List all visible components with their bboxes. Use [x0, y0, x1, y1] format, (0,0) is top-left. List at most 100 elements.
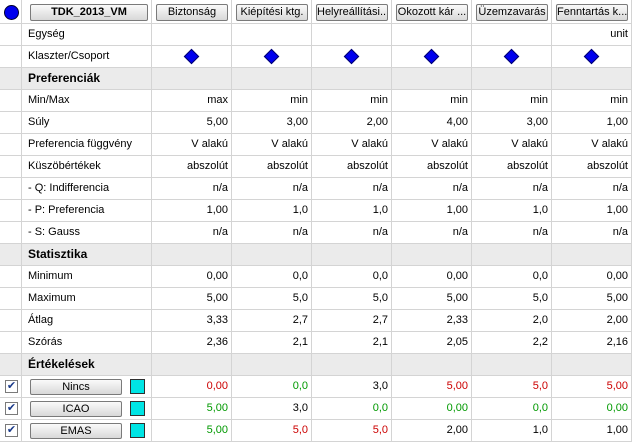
row-cell — [232, 332, 312, 354]
value-cell: n/a — [612, 226, 628, 238]
dataset-button[interactable]: TDK_2013_VM — [30, 4, 148, 21]
section-cell — [0, 68, 22, 90]
value-cell: 2,05 — [446, 336, 468, 348]
header-cell — [22, 0, 152, 24]
value-cell: abszolút — [507, 160, 548, 172]
checkbox[interactable]: ✔ — [5, 380, 18, 393]
row-cell — [232, 266, 312, 288]
section-cell — [232, 68, 312, 90]
row-cell — [392, 134, 472, 156]
row-cell — [472, 310, 552, 332]
row-label: - Q: Indifferencia — [28, 182, 110, 194]
row-cell — [22, 222, 152, 244]
row-cell — [472, 332, 552, 354]
row-cell — [392, 288, 472, 310]
row-cell — [152, 90, 232, 112]
criterion-button[interactable]: Fenntartás k... — [556, 4, 628, 21]
value-cell: 5,00 — [446, 292, 468, 304]
value-cell: 0,0 — [292, 270, 308, 282]
row-cell — [22, 46, 152, 68]
value-cell: n/a — [612, 182, 628, 194]
criterion-button[interactable]: Okozott kár ... — [396, 4, 468, 21]
row-cell — [22, 90, 152, 112]
value-cell: V alakú — [511, 138, 548, 150]
value-cell: 0,0 — [372, 402, 388, 414]
value-cell: 5,00 — [206, 292, 228, 304]
action-button[interactable]: EMAS — [30, 423, 122, 439]
row-cell — [312, 178, 392, 200]
value-cell: 2,7 — [372, 314, 388, 326]
row-cell — [472, 222, 552, 244]
row-cell — [232, 178, 312, 200]
criterion-button[interactable]: Helyreállítási... — [316, 4, 388, 21]
row-cell — [22, 266, 152, 288]
row-cell — [152, 46, 232, 68]
value-cell: n/a — [452, 226, 468, 238]
header-cell — [232, 0, 312, 24]
action-color — [130, 401, 145, 416]
row-cell — [22, 178, 152, 200]
criterion-button[interactable]: Biztonság — [156, 4, 228, 21]
value-cell: V alakú — [591, 138, 628, 150]
value-cell: 0,00 — [606, 402, 628, 414]
checkbox[interactable]: ✔ — [5, 402, 18, 415]
criterion-button[interactable]: Kiépítési ktg. — [236, 4, 308, 21]
row-cell — [312, 112, 392, 134]
value-cell: 2,36 — [206, 336, 228, 348]
row-cell — [232, 112, 312, 134]
criterion-button[interactable]: Üzemzavarás — [476, 4, 548, 21]
row-cell — [472, 266, 552, 288]
row-label: Min/Max — [28, 94, 70, 106]
row-cell — [472, 112, 552, 134]
section-cell — [152, 354, 232, 376]
row-cell — [552, 90, 632, 112]
row-label: Minimum — [28, 270, 73, 282]
value-cell: 1,00 — [606, 204, 628, 216]
section-cell — [472, 244, 552, 266]
value-cell: abszolút — [267, 160, 308, 172]
row-cell — [0, 90, 22, 112]
row-cell — [0, 222, 22, 244]
value-cell: 2,16 — [606, 336, 628, 348]
value-cell: 0,00 — [606, 270, 628, 282]
value-cell: 2,00 — [366, 116, 388, 128]
row-cell — [22, 398, 152, 420]
section-cell — [22, 354, 152, 376]
row-cell — [472, 46, 552, 68]
row-cell — [0, 200, 22, 222]
value-cell: 3,00 — [286, 116, 308, 128]
value-cell: 2,00 — [606, 314, 628, 326]
row-cell — [312, 134, 392, 156]
row-cell — [152, 200, 232, 222]
value-cell: min — [370, 94, 388, 106]
value-cell: 5,0 — [532, 292, 548, 304]
value-cell: 5,00 — [206, 402, 228, 414]
action-button[interactable]: Nincs — [30, 379, 122, 395]
value-cell: 0,0 — [532, 270, 548, 282]
value-cell: 1,0 — [372, 204, 388, 216]
row-cell — [152, 288, 232, 310]
row-cell — [392, 90, 472, 112]
value-cell: min — [290, 94, 308, 106]
row-cell — [552, 376, 632, 398]
row-cell — [22, 24, 152, 46]
value-cell: 5,0 — [372, 292, 388, 304]
value-cell: 1,00 — [606, 116, 628, 128]
value-cell: 1,0 — [292, 204, 308, 216]
value-cell: V alakú — [431, 138, 468, 150]
section-cell — [232, 244, 312, 266]
checkbox[interactable]: ✔ — [5, 424, 18, 437]
row-cell — [22, 332, 152, 354]
header-cell — [472, 0, 552, 24]
row-cell — [392, 46, 472, 68]
row-cell — [392, 266, 472, 288]
row-label: Maximum — [28, 292, 76, 304]
value-cell: 2,00 — [446, 424, 468, 436]
row-cell — [552, 310, 632, 332]
row-cell — [392, 112, 472, 134]
row-label: Egység — [28, 28, 65, 40]
row-cell — [552, 332, 632, 354]
value-cell: V alakú — [351, 138, 388, 150]
action-button[interactable]: ICAO — [30, 401, 122, 417]
